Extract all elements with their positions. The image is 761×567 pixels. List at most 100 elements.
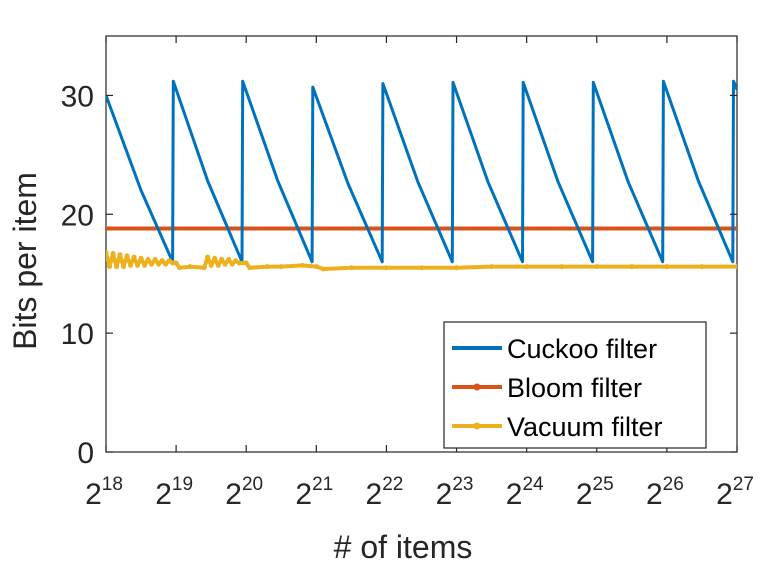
series-point [138, 255, 144, 261]
series-point [222, 261, 228, 267]
x-tick-label: 225 [576, 474, 614, 511]
series-point [135, 262, 141, 268]
series-point [170, 260, 176, 266]
series-point [559, 264, 565, 270]
series-point [187, 264, 193, 270]
x-tick-exponent: 19 [172, 474, 193, 495]
legend-label: Bloom filter [507, 373, 642, 403]
x-tick-label: 222 [366, 474, 404, 511]
x-tick-base: 2 [155, 478, 172, 511]
series-point [734, 264, 737, 270]
series-point [236, 260, 242, 266]
legend-label: Cuckoo filter [507, 334, 657, 364]
series-point [114, 264, 120, 270]
series-point [149, 261, 155, 267]
series-point [117, 252, 123, 258]
legend: Cuckoo filter Bloom filter Vacuum filter [443, 321, 707, 449]
series-point [106, 249, 109, 255]
x-tick-exponent: 21 [312, 474, 333, 495]
x-tick-label: 226 [646, 474, 684, 511]
series-point [201, 265, 207, 271]
series-point [454, 265, 460, 271]
series-point [110, 251, 116, 257]
series-point [264, 264, 270, 270]
x-axis-ticks: 218 219 220 221 222 223 224 225 226 227 [85, 36, 754, 511]
x-tick-base: 2 [225, 478, 242, 511]
series-point [419, 265, 424, 271]
x-tick-label: 221 [295, 474, 333, 511]
series-point [320, 266, 326, 272]
series-point [348, 265, 354, 271]
y-tick-label: 10 [61, 318, 94, 351]
series-point [734, 226, 737, 232]
x-tick-exponent: 25 [593, 474, 614, 495]
series-point [177, 265, 183, 271]
x-tick-label: 218 [85, 474, 123, 511]
series-point [594, 264, 600, 270]
series-point [212, 255, 218, 261]
x-tick-exponent: 18 [102, 474, 123, 495]
series-layer [106, 79, 737, 272]
x-tick-exponent: 24 [522, 474, 544, 495]
series-point [629, 264, 635, 270]
series-point [299, 262, 305, 268]
series-point [524, 264, 530, 270]
series-point [124, 253, 130, 259]
legend-marker [473, 383, 481, 391]
series-point [489, 264, 495, 270]
x-tick-exponent: 23 [452, 474, 473, 495]
x-tick-base: 2 [576, 478, 593, 511]
series-point [208, 262, 214, 268]
series-point [166, 258, 172, 264]
x-tick-label: 224 [506, 474, 544, 511]
series-point [226, 256, 232, 262]
y-axis-ticks: 0 10 20 30 [61, 80, 737, 470]
series-point [229, 261, 235, 267]
series-point [106, 226, 109, 232]
series-point [215, 262, 221, 268]
series-point [233, 258, 239, 264]
series-point [278, 264, 284, 270]
x-tick-exponent: 20 [242, 474, 263, 495]
y-tick-label: 0 [77, 437, 94, 470]
y-axis-label: Bits per item [7, 172, 43, 350]
series-point [313, 264, 319, 270]
series-point [383, 265, 389, 271]
x-tick-exponent: 26 [663, 474, 684, 495]
series-point [142, 262, 148, 268]
y-tick-label: 20 [61, 199, 94, 232]
series-point [107, 264, 113, 270]
series-point [173, 260, 179, 266]
x-tick-base: 2 [716, 478, 733, 511]
series-point [128, 262, 134, 268]
x-tick-base: 2 [436, 478, 453, 511]
x-tick-exponent: 27 [733, 474, 754, 495]
series-point [205, 254, 211, 260]
x-tick-base: 2 [646, 478, 663, 511]
x-axis-label: # of items [334, 529, 473, 565]
series-point [145, 256, 151, 262]
series-point [156, 261, 162, 267]
legend-label: Vacuum filter [507, 412, 663, 442]
x-tick-label: 227 [716, 474, 754, 511]
x-tick-base: 2 [366, 478, 383, 511]
series-point [152, 256, 158, 262]
series-point [247, 265, 253, 271]
series-point [664, 264, 670, 270]
x-tick-label: 220 [225, 474, 263, 511]
x-tick-label: 223 [436, 474, 474, 511]
series-point [131, 254, 137, 260]
x-tick-base: 2 [295, 478, 312, 511]
x-tick-label: 219 [155, 474, 193, 511]
series-point [699, 264, 705, 270]
y-tick-label: 30 [61, 80, 94, 113]
x-tick-exponent: 22 [382, 474, 403, 495]
series-line-cuckoo-filter [106, 79, 737, 264]
series-point [243, 260, 249, 266]
legend-marker [473, 422, 481, 430]
series-point [159, 258, 165, 264]
x-tick-base: 2 [506, 478, 523, 511]
series-point [219, 256, 225, 262]
x-tick-base: 2 [85, 478, 102, 511]
